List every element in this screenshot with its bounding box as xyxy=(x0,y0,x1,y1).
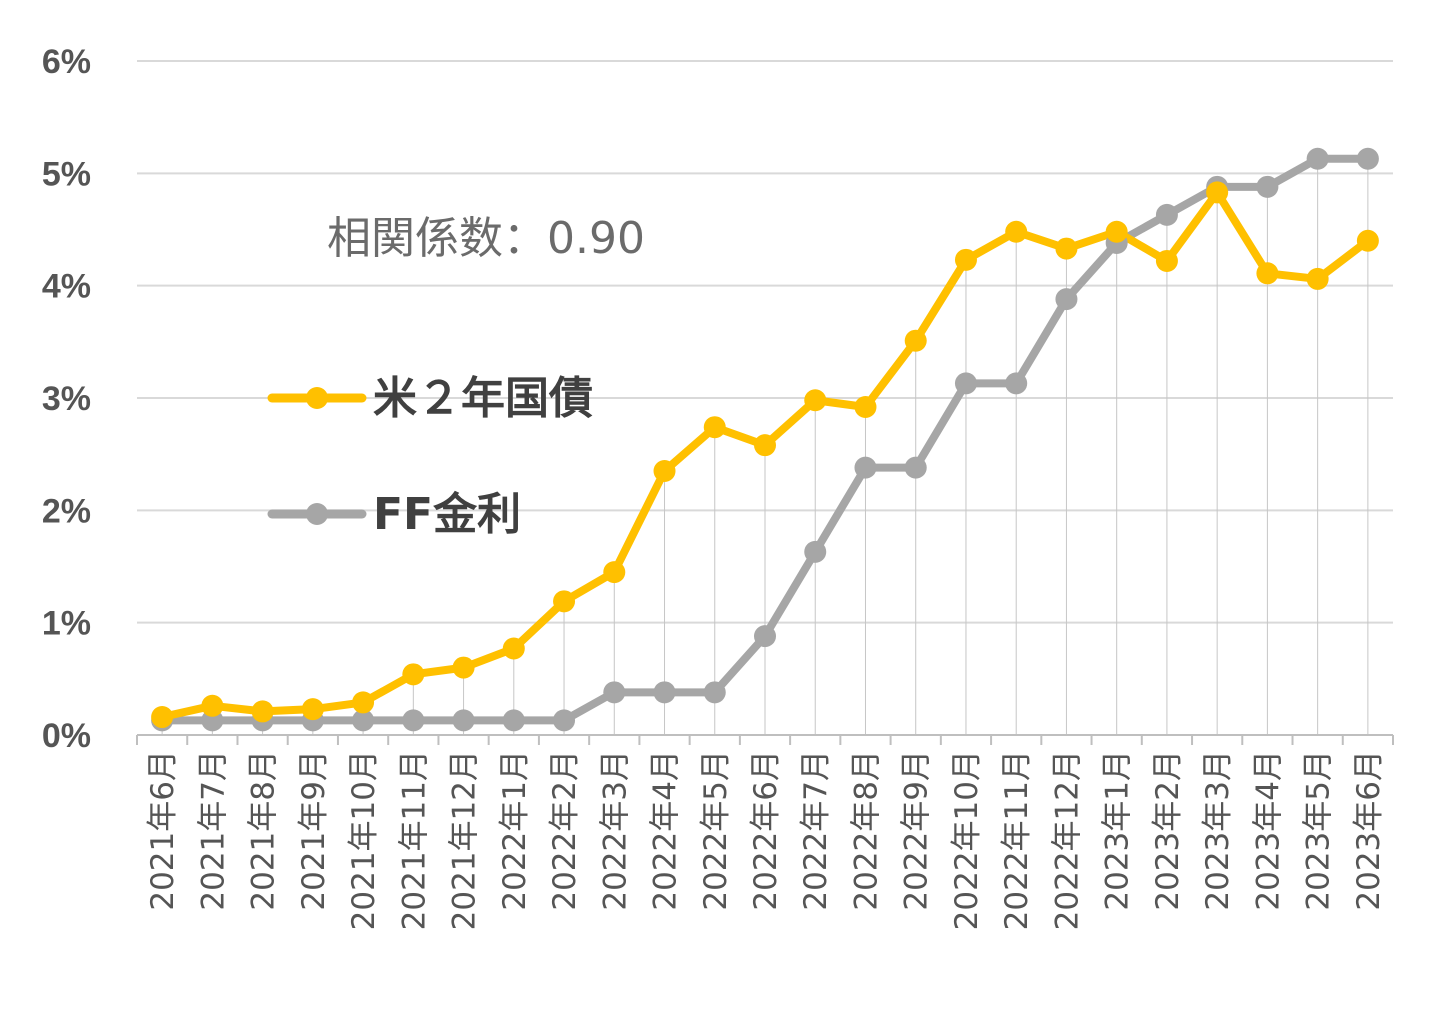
data-point-series-1 xyxy=(402,709,425,732)
y-tick-label: 0% xyxy=(42,717,91,755)
data-point-series-0 xyxy=(603,561,626,584)
data-point-series-0 xyxy=(553,590,576,613)
data-point-series-1 xyxy=(502,709,525,732)
legend-label-us-2y: 米２年国債 xyxy=(373,373,593,424)
data-point-series-1 xyxy=(1256,175,1279,198)
x-tick-label: 2022年4月 xyxy=(648,750,684,911)
data-point-series-1 xyxy=(653,681,676,704)
correlation-annotation: 相関係数：0.90 xyxy=(327,213,645,264)
x-tick-label: 2021年11月 xyxy=(396,750,432,930)
data-point-series-0 xyxy=(804,389,827,412)
x-tick-label: 2021年6月 xyxy=(145,750,181,911)
x-tick-label: 2021年8月 xyxy=(246,750,282,911)
data-point-series-1 xyxy=(1055,288,1078,311)
x-tick-label: 2023年3月 xyxy=(1200,750,1236,911)
data-point-series-0 xyxy=(653,460,676,483)
data-point-series-0 xyxy=(251,700,274,723)
data-point-series-1 xyxy=(1155,203,1178,226)
legend-label-ff-rate: FF金利 xyxy=(373,489,521,540)
data-point-series-1 xyxy=(1356,147,1379,170)
data-point-series-1 xyxy=(553,709,576,732)
x-tick-label: 2023年2月 xyxy=(1150,750,1186,911)
y-axis-ticks: 0% 1% 2% 3% 4% 5% 6% xyxy=(42,43,91,755)
x-tick-label: 2023年1月 xyxy=(1100,750,1136,911)
x-axis xyxy=(136,734,1394,745)
x-tick-label: 2023年4月 xyxy=(1250,750,1286,911)
x-tick-label: 2021年10月 xyxy=(346,750,382,930)
y-tick-label: 3% xyxy=(42,380,91,418)
data-point-series-1 xyxy=(352,709,375,732)
y-tick-label: 1% xyxy=(42,605,91,643)
x-tick-label: 2022年5月 xyxy=(698,750,734,911)
legend-item-ff-rate: FF金利 xyxy=(267,489,521,540)
data-point-series-0 xyxy=(703,416,726,439)
data-point-series-0 xyxy=(854,395,877,418)
data-point-series-0 xyxy=(352,691,375,714)
x-tick-label: 2022年9月 xyxy=(899,750,935,911)
data-point-series-0 xyxy=(1256,262,1279,285)
data-point-series-0 xyxy=(1206,181,1229,204)
x-tick-label: 2023年5月 xyxy=(1301,750,1337,911)
data-point-series-1 xyxy=(754,625,776,648)
x-tick-label: 2022年7月 xyxy=(798,750,834,911)
x-tick-label: 2022年8月 xyxy=(848,750,884,911)
data-point-series-1 xyxy=(804,540,827,563)
data-point-series-0 xyxy=(452,656,475,679)
y-tick-label: 6% xyxy=(42,43,91,81)
data-point-series-0 xyxy=(1105,220,1128,243)
legend-swatch-ff-rate-marker xyxy=(306,503,328,525)
data-point-series-0 xyxy=(954,248,977,271)
data-point-series-0 xyxy=(402,663,425,686)
data-point-series-1 xyxy=(954,372,977,395)
legend: 米２年国債 FF金利 xyxy=(267,373,593,540)
x-tick-label: 2022年12月 xyxy=(1049,750,1085,930)
data-point-series-0 xyxy=(1306,267,1329,290)
x-tick-label: 2023年6月 xyxy=(1351,750,1387,911)
data-point-series-0 xyxy=(151,706,174,729)
x-tick-label: 2022年2月 xyxy=(547,750,583,911)
x-axis-ticks: 2021年6月 2021年7月 2021年8月 2021年9月 2021年10月 2021… xyxy=(145,750,1387,930)
data-point-series-0 xyxy=(1005,220,1028,243)
data-point-series-1 xyxy=(854,456,877,479)
data-point-series-0 xyxy=(301,698,324,721)
series xyxy=(151,147,1379,732)
data-point-series-0 xyxy=(1356,229,1379,252)
y-tick-label: 5% xyxy=(42,155,91,193)
x-tick-label: 2022年6月 xyxy=(748,750,784,911)
data-point-series-1 xyxy=(904,456,927,479)
y-tick-label: 2% xyxy=(42,492,91,530)
x-tick-label: 2021年7月 xyxy=(195,750,231,911)
data-point-series-0 xyxy=(201,694,224,717)
data-point-series-1 xyxy=(1005,372,1028,395)
x-tick-label: 2022年11月 xyxy=(999,750,1035,930)
data-point-series-1 xyxy=(603,681,626,704)
data-point-series-1 xyxy=(452,709,475,732)
data-point-series-0 xyxy=(754,434,776,457)
x-tick-label: 2022年10月 xyxy=(949,750,985,930)
legend-swatch-us-2y-marker xyxy=(306,387,328,409)
drop-lines xyxy=(161,158,1369,735)
x-tick-label: 2022年3月 xyxy=(597,750,633,911)
data-point-series-0 xyxy=(1155,249,1178,272)
x-tick-label: 2021年12月 xyxy=(447,750,483,930)
y-tick-label: 4% xyxy=(42,268,91,306)
data-point-series-0 xyxy=(502,637,525,660)
legend-item-us-2y: 米２年国債 xyxy=(267,373,593,424)
data-point-series-0 xyxy=(904,329,927,352)
x-tick-label: 2022年1月 xyxy=(497,750,533,911)
data-point-series-1 xyxy=(1306,147,1329,170)
x-tick-label: 2021年9月 xyxy=(296,750,332,911)
data-point-series-1 xyxy=(703,681,726,704)
data-point-series-0 xyxy=(1055,237,1078,260)
